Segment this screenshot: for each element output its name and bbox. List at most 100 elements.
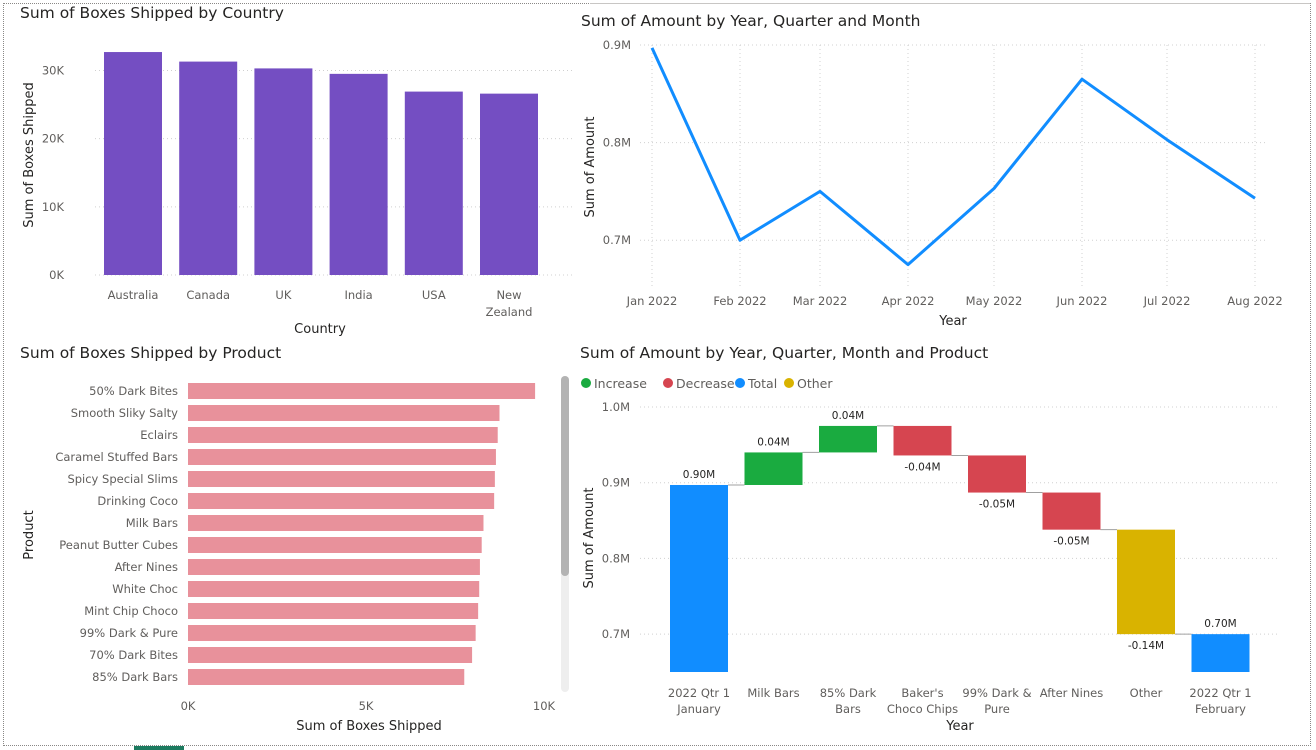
product-bar[interactable] — [188, 515, 484, 531]
product-bar[interactable] — [188, 669, 465, 685]
x-tick-label: UK — [275, 288, 291, 302]
product-bar[interactable] — [188, 405, 500, 421]
data-label: 0.70M — [1204, 618, 1236, 630]
waterfall-bar[interactable] — [1117, 529, 1175, 635]
legend-marker — [663, 378, 673, 388]
y-tick-label: 85% Dark Bars — [92, 670, 178, 684]
x-tick-label: 85% Dark — [820, 686, 877, 700]
y-tick-label: 0.7M — [602, 627, 630, 641]
legend-label: Decrease — [676, 376, 735, 391]
legend-marker — [735, 378, 745, 388]
chart-title: Sum of Boxes Shipped by Country — [20, 4, 284, 22]
x-tick-label: 2022 Qtr 1 — [1189, 686, 1251, 700]
x-tick-label: Other — [1130, 686, 1163, 700]
product-bar[interactable] — [188, 603, 479, 619]
waterfall-chart[interactable]: Sum of Amount by Year, Quarter, Month an… — [580, 344, 1280, 734]
country-bar[interactable] — [254, 68, 313, 275]
y-axis-title: Sum of Amount — [583, 116, 598, 217]
y-axis-title: Sum of Amount — [582, 487, 597, 588]
data-label: -0.05M — [1053, 536, 1089, 548]
waterfall-bar[interactable] — [744, 452, 803, 485]
y-tick-label: 50% Dark Bites — [89, 384, 178, 398]
product-bar[interactable] — [188, 493, 495, 509]
country-bar[interactable] — [329, 73, 388, 275]
country-bar[interactable] — [179, 61, 238, 275]
waterfall-bar[interactable] — [670, 484, 728, 672]
y-tick-label: 0.9M — [602, 476, 630, 490]
data-label: -0.04M — [904, 461, 940, 473]
product-bar[interactable] — [188, 383, 536, 399]
x-tick-label: 2022 Qtr 1 — [668, 686, 730, 700]
x-tick-label: India — [344, 288, 372, 302]
x-tick-label: Jul 2022 — [1143, 294, 1191, 308]
y-tick-label: 99% Dark & Pure — [80, 626, 178, 640]
country-bar[interactable] — [404, 91, 463, 275]
x-axis-title: Year — [945, 719, 974, 734]
legend-label: Other — [797, 376, 833, 391]
x-axis-title: Sum of Boxes Shipped — [296, 719, 441, 734]
page-tab-indicator[interactable] — [134, 746, 184, 750]
y-tick-label: 0.8M — [603, 136, 631, 150]
legend-label: Total — [747, 376, 777, 391]
x-tick-label: Jan 2022 — [626, 294, 678, 308]
product-bar[interactable] — [188, 581, 480, 597]
country-bar[interactable] — [104, 52, 162, 275]
x-tick-label: 0K — [181, 699, 196, 713]
legend-marker — [784, 378, 794, 388]
x-tick-label: February — [1195, 702, 1246, 716]
x-tick-label: May 2022 — [966, 294, 1023, 308]
x-tick-label: 5K — [359, 699, 374, 713]
x-tick-label: January — [676, 702, 721, 716]
x-tick-label: Bars — [835, 702, 861, 716]
y-tick-label: 0.7M — [603, 233, 631, 247]
series-line[interactable] — [650, 47, 1256, 267]
country-bar-chart[interactable]: Sum of Boxes Shipped by Country 0K 10K 20K… — [20, 4, 575, 337]
product-bar[interactable] — [188, 625, 476, 641]
data-label: -0.14M — [1128, 640, 1164, 652]
scrollbar-thumb[interactable] — [561, 376, 569, 576]
y-axis-title: Sum of Boxes Shipped — [22, 82, 37, 227]
x-tick-label: Aug 2022 — [1227, 294, 1282, 308]
country-bar[interactable] — [480, 93, 538, 276]
y-tick-label: Spicy Special Slims — [67, 472, 178, 486]
x-tick-label: USA — [422, 288, 446, 302]
waterfall-bar[interactable] — [1042, 492, 1101, 530]
x-tick-label: Canada — [186, 288, 230, 302]
legend-label: Increase — [594, 376, 647, 391]
x-axis-title: Country — [294, 322, 346, 337]
legend-marker — [581, 378, 591, 388]
y-tick-label: 1.0M — [602, 400, 630, 414]
y-tick-label: 10K — [42, 200, 65, 214]
x-tick-label: Milk Bars — [747, 686, 799, 700]
data-label: -0.05M — [979, 499, 1015, 511]
y-tick-label: Smooth Sliky Salty — [71, 406, 178, 420]
product-bar[interactable] — [188, 537, 482, 553]
product-bar[interactable] — [188, 471, 495, 487]
x-tick-label: Mar 2022 — [793, 294, 848, 308]
waterfall-bar[interactable] — [819, 425, 877, 453]
waterfall-bar[interactable] — [968, 455, 1026, 493]
y-tick-label: Eclairs — [140, 428, 178, 442]
product-bar[interactable] — [188, 647, 473, 663]
x-tick-label: New — [496, 288, 521, 302]
amount-line-chart[interactable]: Sum of Amount by Year, Quarter and Month… — [581, 12, 1283, 329]
waterfall-bar[interactable] — [893, 425, 952, 456]
data-label: 0.04M — [832, 410, 864, 422]
y-tick-label: 70% Dark Bites — [89, 648, 178, 662]
product-bar[interactable] — [188, 559, 480, 575]
product-bar-chart[interactable]: Sum of Boxes Shipped by Product 50% Dark… — [20, 344, 569, 734]
x-tick-label: Choco Chips — [887, 702, 958, 716]
x-tick-label: 10K — [533, 699, 556, 713]
x-tick-label: Pure — [984, 702, 1010, 716]
chart-title: Sum of Amount by Year, Quarter and Month — [581, 12, 920, 30]
product-bar[interactable] — [188, 449, 496, 465]
y-tick-label: 30K — [42, 63, 65, 77]
data-label: 0.90M — [683, 469, 715, 481]
product-bar[interactable] — [188, 427, 498, 443]
x-tick-label: After Nines — [1040, 686, 1103, 700]
x-tick-label: Zealand — [486, 305, 533, 319]
waterfall-bar[interactable] — [1191, 634, 1250, 672]
y-tick-label: Mint Chip Choco — [84, 604, 178, 618]
y-tick-label: 0K — [49, 268, 64, 282]
